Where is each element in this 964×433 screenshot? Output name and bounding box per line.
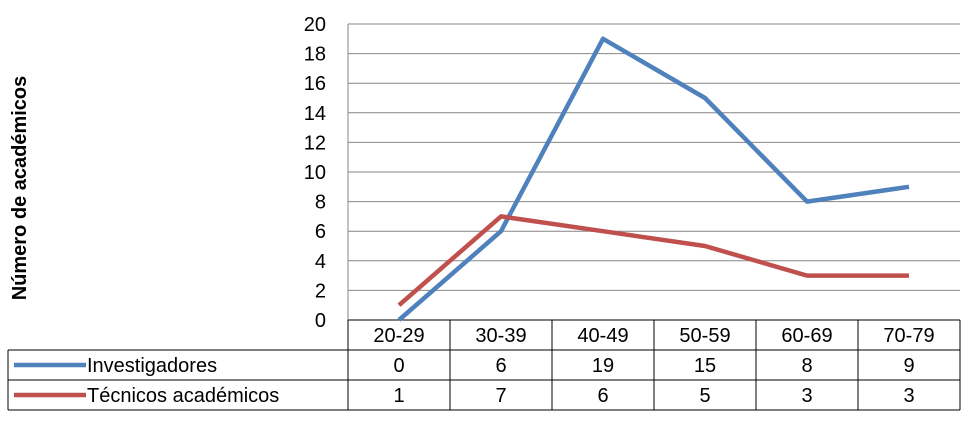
y-tick-label: 12 <box>304 132 326 154</box>
y-tick-label: 6 <box>315 221 326 243</box>
y-tick-label: 20 <box>304 14 326 36</box>
y-tick-label: 4 <box>315 251 326 273</box>
x-tick-label: 50-59 <box>679 325 730 347</box>
y-tick-label: 0 <box>315 310 326 332</box>
table-cell: 5 <box>699 385 710 407</box>
x-tick-label: 30-39 <box>475 325 526 347</box>
series-lines <box>397 36 910 322</box>
x-tick-label: 70-79 <box>883 325 934 347</box>
table-cell: 15 <box>694 355 716 377</box>
table-cell: 0 <box>393 355 404 377</box>
x-tick-label: 20-29 <box>373 325 424 347</box>
table-cell: 3 <box>903 385 914 407</box>
y-tick-label: 10 <box>304 162 326 184</box>
legend-label: Técnicos académicos <box>87 385 279 407</box>
y-tick-label: 18 <box>304 44 326 66</box>
legend-label: Investigadores <box>87 355 217 377</box>
data-table: 20-29 30-39 40-49 50-59 60-69 70-79 Investigad… <box>7 319 961 411</box>
table-cell: 8 <box>801 355 812 377</box>
table-cell: 7 <box>495 385 506 407</box>
y-tick-label: 2 <box>315 280 326 302</box>
table-cell: 6 <box>597 385 608 407</box>
y-tick-label: 16 <box>304 73 326 95</box>
table-cell: 19 <box>592 355 614 377</box>
y-axis-label: Número de académicos <box>9 76 31 301</box>
y-tick-label: 14 <box>304 103 326 125</box>
table-cell: 1 <box>393 385 404 407</box>
table-cell: 9 <box>903 355 914 377</box>
x-tick-label: 40-49 <box>577 325 628 347</box>
table-cell: 3 <box>801 385 812 407</box>
x-tick-label: 60-69 <box>781 325 832 347</box>
series-line <box>397 214 909 307</box>
series-line <box>397 36 910 322</box>
y-tick-label: 8 <box>315 192 326 214</box>
table-cell: 6 <box>495 355 506 377</box>
y-axis-ticks: 0 2 4 6 8 10 12 14 16 18 20 <box>304 14 326 332</box>
